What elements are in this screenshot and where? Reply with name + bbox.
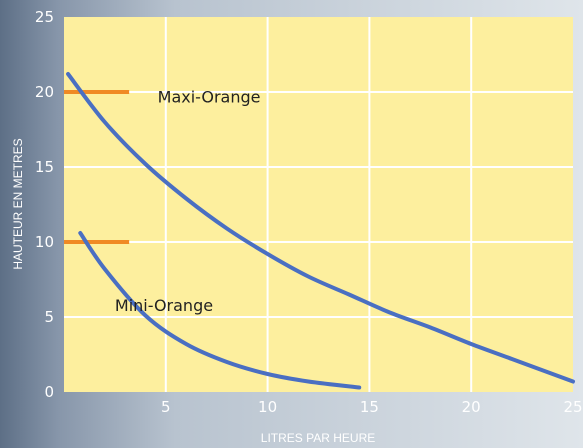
x-tick-labels: 5 10 15 20 25 [161,398,583,416]
series-label-maxi-orange: Maxi-Orange [158,88,261,107]
y-tick-label: 20 [35,83,54,101]
y-tick-label: 0 [44,383,54,401]
level-markers [64,90,130,244]
y-tick-label: 15 [35,158,54,176]
series-line-0 [66,72,575,384]
y-tick-label: 5 [44,308,54,326]
x-axis-title: LITRES PAR HEURE [261,431,375,445]
plot-area [64,17,573,392]
series-curves [66,72,575,390]
x-tick-label: 5 [161,398,171,416]
y-axis-title: HAUTEUR EN METRES [11,138,25,269]
series-line-1 [78,231,362,390]
y-tick-label: 10 [35,233,54,251]
x-tick-label: 25 [563,398,582,416]
y-tick-labels: 0 5 10 15 20 25 [35,8,54,401]
y-tick-label: 25 [35,8,54,26]
x-tick-label: 15 [360,398,379,416]
series-label-mini-orange: Mini-Orange [115,296,213,315]
x-tick-label: 10 [258,398,277,416]
x-tick-label: 20 [462,398,481,416]
